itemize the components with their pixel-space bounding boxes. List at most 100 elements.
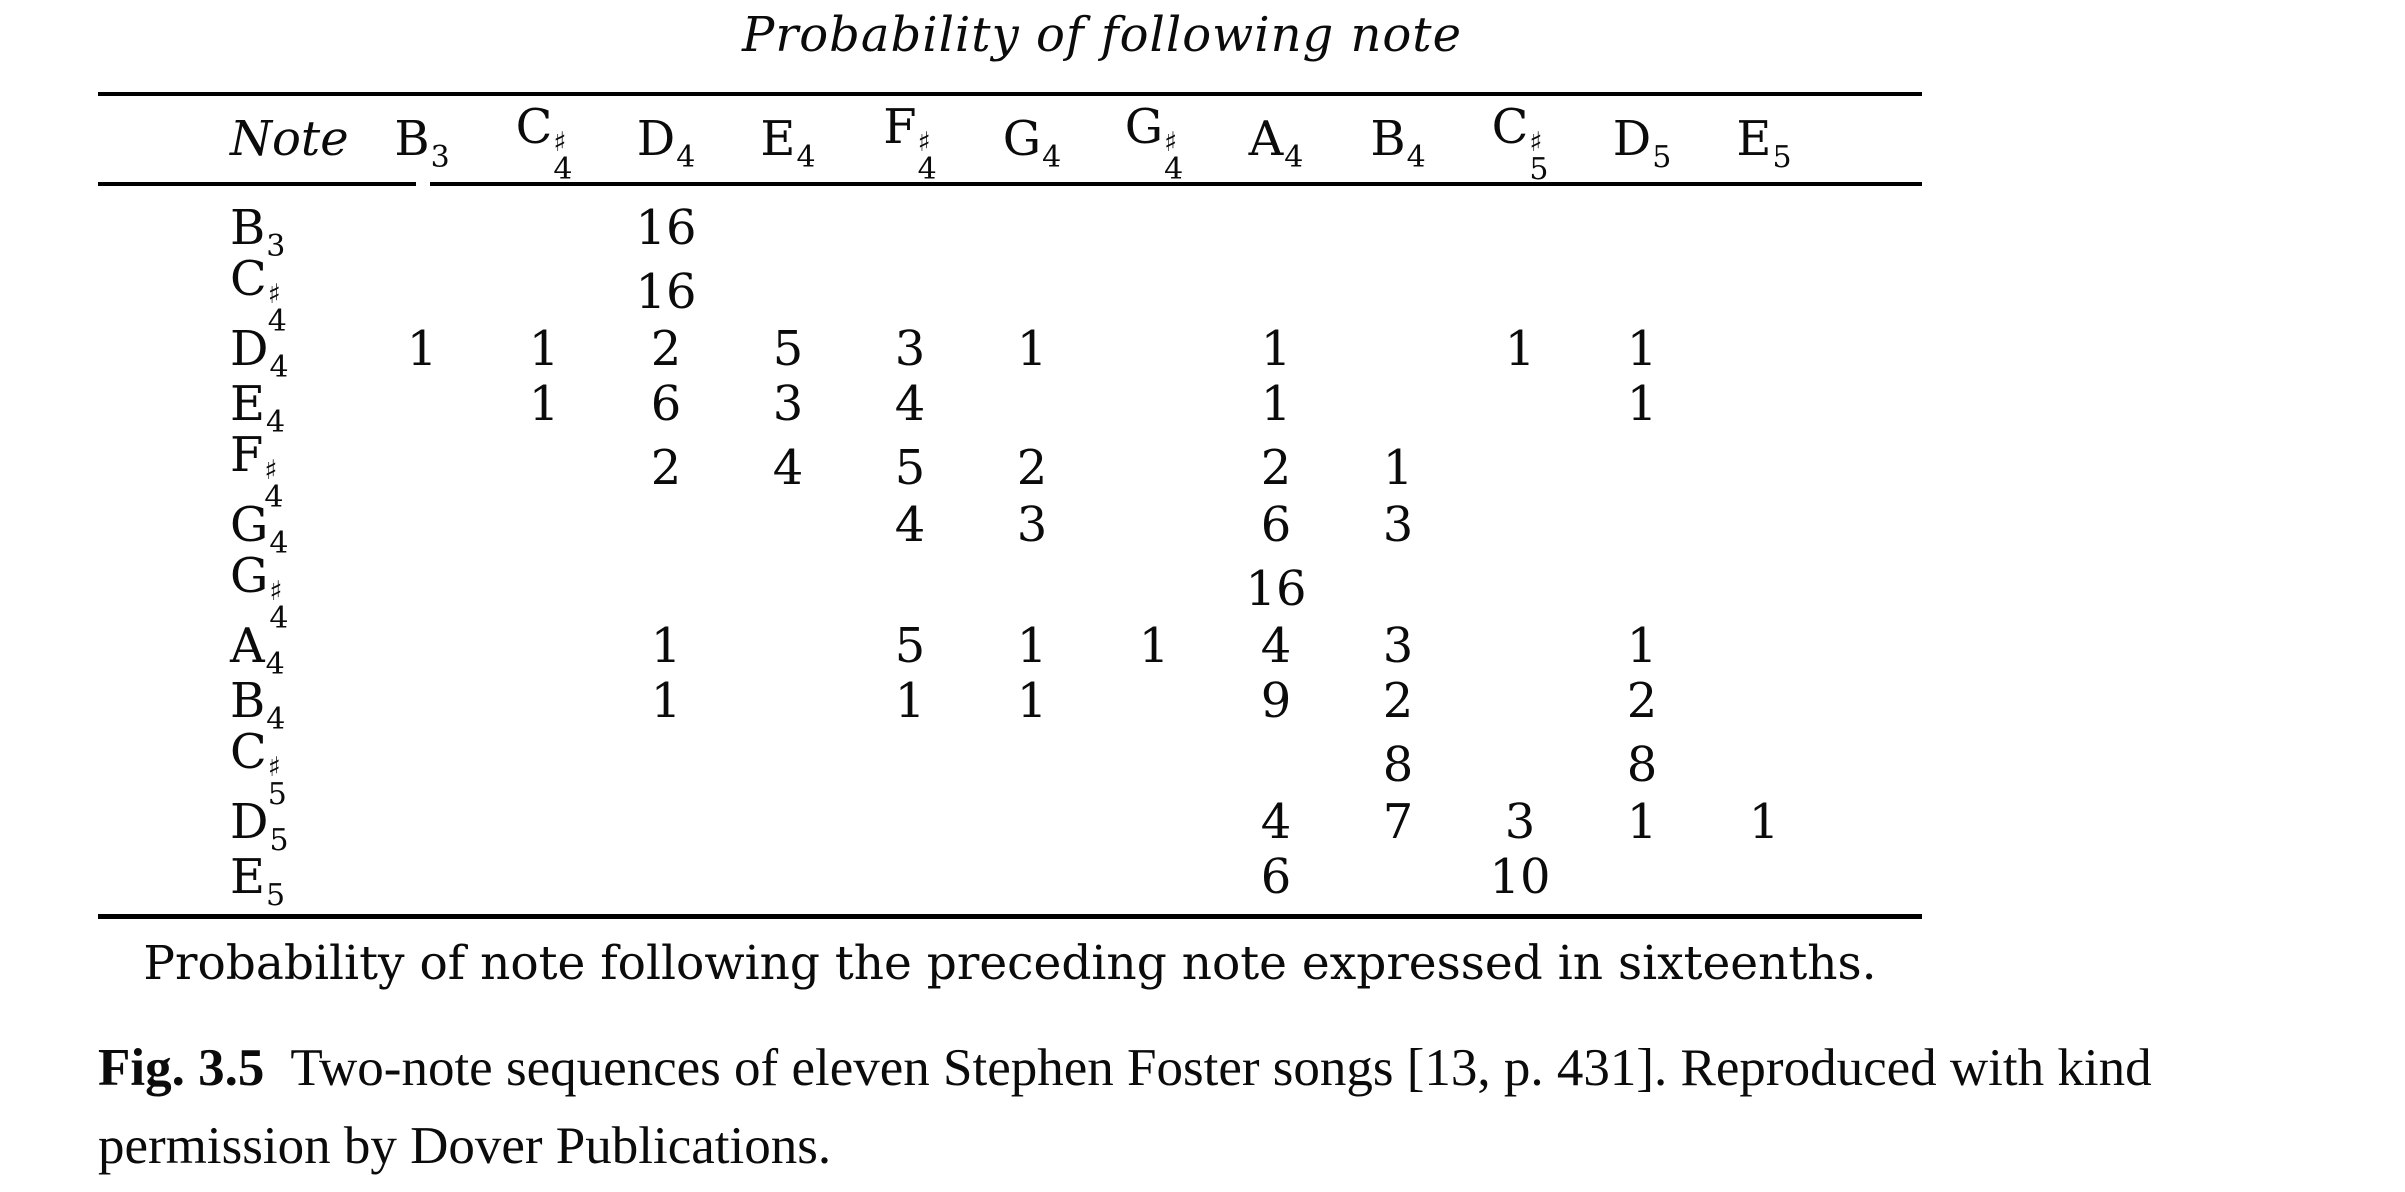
table-row: F ♯ 4 2 4 5 2 2 1 xyxy=(98,431,1922,513)
matrix-cell: 8 xyxy=(1382,736,1414,793)
matrix-cell: 3 xyxy=(1504,794,1536,850)
matrix-cell: 16 xyxy=(635,263,697,320)
matrix-cell: 2 xyxy=(1626,673,1658,729)
column-header: F ♯ 4 xyxy=(849,98,971,187)
matrix-cell: 1 xyxy=(1626,618,1658,674)
table-row: E 5 6 10 xyxy=(98,849,1922,913)
row-header: F ♯ 4 xyxy=(98,427,361,515)
note-label: C ♯ 4 xyxy=(515,98,573,187)
figure-label: Fig. 3.5 xyxy=(98,1039,265,1097)
note-label: G ♯ 4 xyxy=(230,548,289,636)
matrix-cell: 1 xyxy=(1748,794,1780,850)
matrix-cell: 7 xyxy=(1382,794,1414,850)
matrix-cell: 2 xyxy=(650,321,682,377)
note-label: C ♯ 4 xyxy=(230,251,287,339)
matrix-cell: 4 xyxy=(772,439,804,496)
table-header-row: Note B 3 C ♯ 4 D 4 E 4 F ♯ 4 G 4 G ♯ 4 A 4 B 4 C ♯ 5 D 5 E 5 xyxy=(98,96,1922,187)
matrix-cell: 5 xyxy=(772,321,804,377)
matrix-cell: 1 xyxy=(528,321,560,377)
matrix-cell: 2 xyxy=(650,439,682,496)
matrix-cell: 4 xyxy=(894,497,926,553)
matrix-cell: 8 xyxy=(1626,736,1658,793)
matrix-cell: 1 xyxy=(650,673,682,729)
matrix-cell: 1 xyxy=(1626,321,1658,377)
matrix-cell: 1 xyxy=(1260,321,1292,377)
sharp-sign: ♯ xyxy=(553,126,567,158)
sharp-sign: ♯ xyxy=(917,126,931,158)
matrix-cell: 2 xyxy=(1260,439,1292,496)
matrix-cell: 3 xyxy=(1382,618,1414,674)
matrix-cell: 6 xyxy=(650,376,682,432)
matrix-cell: 16 xyxy=(1245,560,1307,617)
note-label: G ♯ 4 xyxy=(1124,98,1184,187)
table-row: G ♯ 4 16 xyxy=(98,552,1922,634)
row-header: G ♯ 4 xyxy=(98,548,361,636)
matrix-cell: 1 xyxy=(406,321,438,377)
matrix-cell: 16 xyxy=(635,200,697,256)
sharp-sign: ♯ xyxy=(264,455,278,486)
matrix-cell: 3 xyxy=(772,376,804,432)
table-footnote: Probability of note following the preced… xyxy=(143,936,1877,991)
probability-table-block: Probability of following note Note B 3 C ♯ 4… xyxy=(98,10,1922,993)
header-rule-right-segment xyxy=(430,182,1922,186)
matrix-cell: 1 xyxy=(528,376,560,432)
matrix-cell: 1 xyxy=(1626,376,1658,432)
table-body: B 3 16 C ♯ 4 16 D 4 1 1 2 5 3 1 1 1 1 E 4 1 6 3 4 1 1 F ♯ 4 2 4 5 2 2 1 G 4 4… xyxy=(98,186,1922,914)
matrix-cell: 3 xyxy=(894,321,926,377)
matrix-cell: 3 xyxy=(1016,497,1048,553)
sharp-sign: ♯ xyxy=(267,752,281,783)
header-rule-left-segment xyxy=(98,182,416,186)
table-row: B 3 16 xyxy=(98,200,1922,262)
column-header: C ♯ 4 xyxy=(483,98,605,187)
matrix-cell: 10 xyxy=(1489,849,1551,905)
sharp-sign: ♯ xyxy=(269,576,283,607)
figure-caption-text: Two-note sequences of eleven Stephen Fos… xyxy=(98,1039,2152,1175)
matrix-cell: 1 xyxy=(1016,618,1048,674)
matrix-cell: 6 xyxy=(1260,497,1292,553)
note-label: C ♯ 5 xyxy=(230,724,287,812)
table-title: Probability of following note xyxy=(742,7,1462,63)
matrix-cell: 3 xyxy=(1382,497,1414,553)
header-rule-gap xyxy=(416,182,430,186)
matrix-cell: 2 xyxy=(1382,673,1414,729)
row-header: C ♯ 5 xyxy=(98,724,361,812)
matrix-cell: 6 xyxy=(1260,849,1292,905)
note-label: F ♯ 4 xyxy=(230,427,284,515)
note-label: F ♯ 4 xyxy=(883,98,937,187)
matrix-cell: 1 xyxy=(1260,376,1292,432)
note-label: C ♯ 5 xyxy=(1491,98,1549,187)
matrix-cell: 1 xyxy=(1016,673,1048,729)
table-row: C ♯ 5 8 8 xyxy=(98,728,1922,810)
matrix-cell: 5 xyxy=(894,439,926,496)
matrix-cell: 1 xyxy=(1382,439,1414,496)
